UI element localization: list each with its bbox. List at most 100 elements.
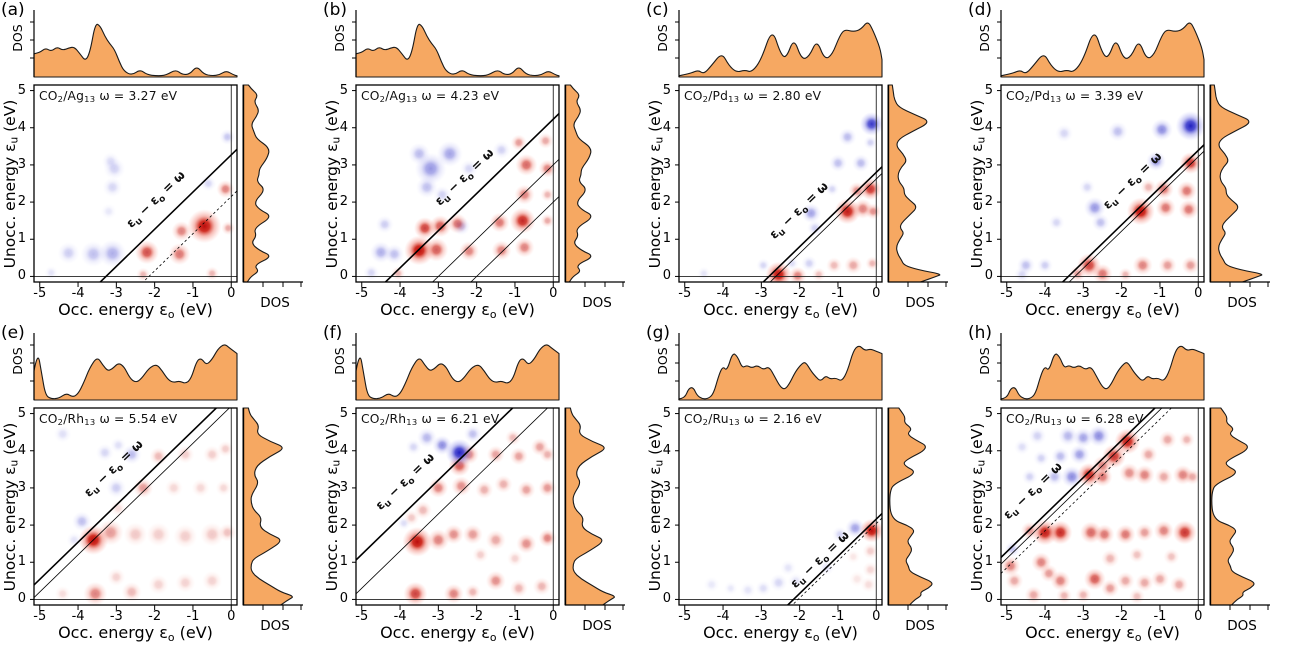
subscript: 13 xyxy=(1050,94,1062,105)
subscript: 2 xyxy=(379,417,386,428)
text-run: (eV) xyxy=(1141,300,1180,319)
text-run: Unocc. energy ε xyxy=(1,143,19,269)
x-tick-label: -2 xyxy=(148,286,162,301)
dos-axis-label-top: DOS xyxy=(10,24,25,52)
subscript: o xyxy=(812,307,820,321)
panel-letter: (b) xyxy=(323,0,348,20)
omega-value: ω = 3.27 eV xyxy=(95,89,178,103)
subscript: o xyxy=(167,630,175,644)
text-run: (eV) xyxy=(496,300,535,319)
panel-title: CO2/Ag13 ω = 3.27 eV xyxy=(39,89,177,104)
x-tick-label: -1 xyxy=(186,286,200,301)
top-dos-plot xyxy=(675,10,883,78)
text-run: Occ. energy ε xyxy=(1025,623,1135,642)
x-tick-label: 0 xyxy=(1194,286,1203,301)
y-tick-label: 1 xyxy=(17,231,26,247)
y-axis-label: Unocc. energy εu (eV) xyxy=(646,392,666,622)
y-axis-label: Unocc. energy εu (eV) xyxy=(646,69,666,299)
panel-b: (b) DOS εu − εo = ω CO2/Ag13 ω = 4.23 eV DOS… xyxy=(322,0,644,322)
y-tick-label: 0 xyxy=(339,591,348,607)
omega-value: ω = 2.80 eV xyxy=(739,89,822,103)
y-tick-label: 3 xyxy=(17,479,26,495)
x-tick-label: 0 xyxy=(227,609,236,624)
y-axis-label: Unocc. energy εu (eV) xyxy=(968,69,988,299)
text-run: (eV) xyxy=(496,623,535,642)
panel-title: CO2/Pd13 ω = 3.39 eV xyxy=(1006,89,1143,104)
y-axis-label: Unocc. energy εu (eV) xyxy=(1,69,21,299)
x-axis-label: Occ. energy εo (eV) xyxy=(352,623,563,644)
text-run: /Rh xyxy=(385,412,407,426)
y-tick-label: 4 xyxy=(339,119,348,135)
subscript: u xyxy=(8,459,21,467)
text-run: CO xyxy=(1006,89,1025,103)
y-tick-label: 2 xyxy=(17,194,26,210)
x-tick-label: -4 xyxy=(71,609,85,624)
y-tick-label: 1 xyxy=(339,231,348,247)
panel-title: CO2/Ru13 ω = 2.16 eV xyxy=(684,412,822,427)
transition-lines xyxy=(1061,144,1204,282)
x-tick-label: -3 xyxy=(431,609,445,624)
transition-lines xyxy=(786,512,882,605)
subscript: u xyxy=(330,136,343,144)
x-tick-label: -2 xyxy=(470,286,484,301)
panel-letter: (d) xyxy=(968,0,993,20)
text-run: (eV) xyxy=(1141,623,1180,642)
x-axis-label: Occ. energy εo (eV) xyxy=(675,300,886,321)
y-tick-label: 5 xyxy=(662,405,671,421)
text-run: CO xyxy=(1006,412,1025,426)
top-dos-plot xyxy=(675,333,883,401)
subscript: o xyxy=(167,307,175,321)
y-tick-label: 2 xyxy=(17,517,26,533)
text-run: Occ. energy ε xyxy=(58,623,168,642)
y-tick-label: 5 xyxy=(339,405,348,421)
text-run: (eV) xyxy=(646,422,664,460)
omega-value: ω = 6.21 eV xyxy=(417,412,500,426)
text-run: CO xyxy=(361,412,380,426)
transition-lines xyxy=(34,408,230,598)
y-tick-label: 4 xyxy=(339,442,348,458)
y-tick-label: 0 xyxy=(984,591,993,607)
transition-lines xyxy=(99,148,237,282)
subscript: 2 xyxy=(702,94,709,105)
x-tick-label: -4 xyxy=(393,609,407,624)
y-tick-label: 1 xyxy=(339,554,348,570)
x-tick-label: -2 xyxy=(1115,609,1129,624)
top-dos-plot xyxy=(997,333,1205,401)
y-tick-label: 1 xyxy=(984,231,993,247)
y-tick-label: 4 xyxy=(17,442,26,458)
y-axis-label: Unocc. energy εu (eV) xyxy=(323,69,343,299)
panel-g: (g) DOS εu − εo = ω CO2/Ru13 ω = 2.16 eV DOS… xyxy=(645,323,967,645)
dos-axis-label-right: DOS xyxy=(1227,295,1257,311)
right-dos-plot xyxy=(242,407,303,610)
omega-value: ω = 2.16 eV xyxy=(739,412,822,426)
text-run: (eV) xyxy=(819,300,858,319)
omega-value: ω = 3.39 eV xyxy=(1061,89,1144,103)
y-tick-label: 0 xyxy=(984,268,993,284)
subscript: o xyxy=(812,630,820,644)
text-run: CO xyxy=(361,89,380,103)
main-plot: εu − εo = ω xyxy=(30,407,238,610)
text-run: Unocc. energy ε xyxy=(646,466,664,592)
transition-blobs xyxy=(1001,424,1201,605)
x-tick-label: -4 xyxy=(71,286,85,301)
y-tick-label: 1 xyxy=(984,554,993,570)
transition-blobs xyxy=(44,129,236,282)
panel-letter: (f) xyxy=(323,323,343,343)
panel-letter: (g) xyxy=(646,323,671,343)
x-tick-label: -1 xyxy=(1153,286,1167,301)
y-tick-label: 1 xyxy=(662,231,671,247)
transition-lines xyxy=(1001,408,1173,574)
y-tick-label: 1 xyxy=(662,554,671,570)
y-tick-label: 3 xyxy=(662,479,671,495)
panel-title: CO2/Rh13 ω = 5.54 eV xyxy=(39,412,177,427)
y-tick-label: 0 xyxy=(17,268,26,284)
y-tick-label: 3 xyxy=(339,156,348,172)
y-tick-label: 2 xyxy=(984,194,993,210)
dos-axis-label-right: DOS xyxy=(582,295,612,311)
dos-axis-label-top: DOS xyxy=(655,24,670,52)
transition-lines xyxy=(384,113,559,282)
y-tick-label: 4 xyxy=(662,119,671,135)
right-dos-plot xyxy=(1209,84,1270,287)
subscript: 13 xyxy=(84,94,96,105)
